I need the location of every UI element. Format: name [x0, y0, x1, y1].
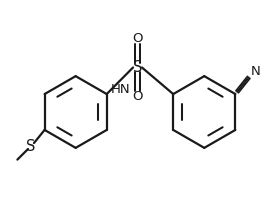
Text: O: O	[132, 90, 143, 103]
Text: HN: HN	[111, 83, 130, 96]
Text: N: N	[251, 65, 260, 78]
Text: O: O	[132, 32, 143, 45]
Text: S: S	[26, 138, 36, 153]
Text: S: S	[133, 60, 142, 75]
